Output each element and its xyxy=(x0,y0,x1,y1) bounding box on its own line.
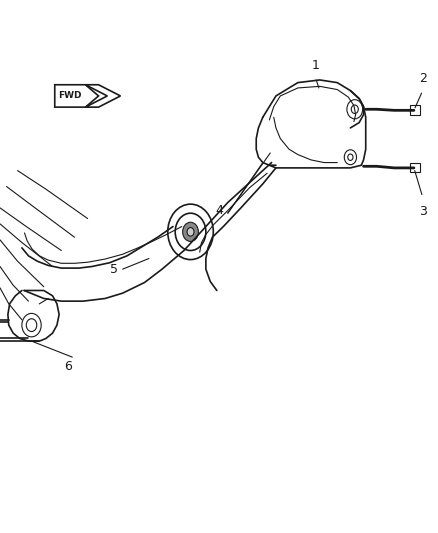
Text: 5: 5 xyxy=(110,263,118,276)
Circle shape xyxy=(187,228,194,236)
Circle shape xyxy=(183,222,198,241)
FancyBboxPatch shape xyxy=(410,163,420,172)
Text: 6: 6 xyxy=(64,360,72,373)
Text: 3: 3 xyxy=(419,205,427,218)
Text: 1: 1 xyxy=(311,59,319,72)
Text: 2: 2 xyxy=(419,72,427,85)
FancyBboxPatch shape xyxy=(410,105,420,115)
Polygon shape xyxy=(85,85,120,107)
Text: 4: 4 xyxy=(215,204,223,217)
Text: FWD: FWD xyxy=(58,92,82,100)
